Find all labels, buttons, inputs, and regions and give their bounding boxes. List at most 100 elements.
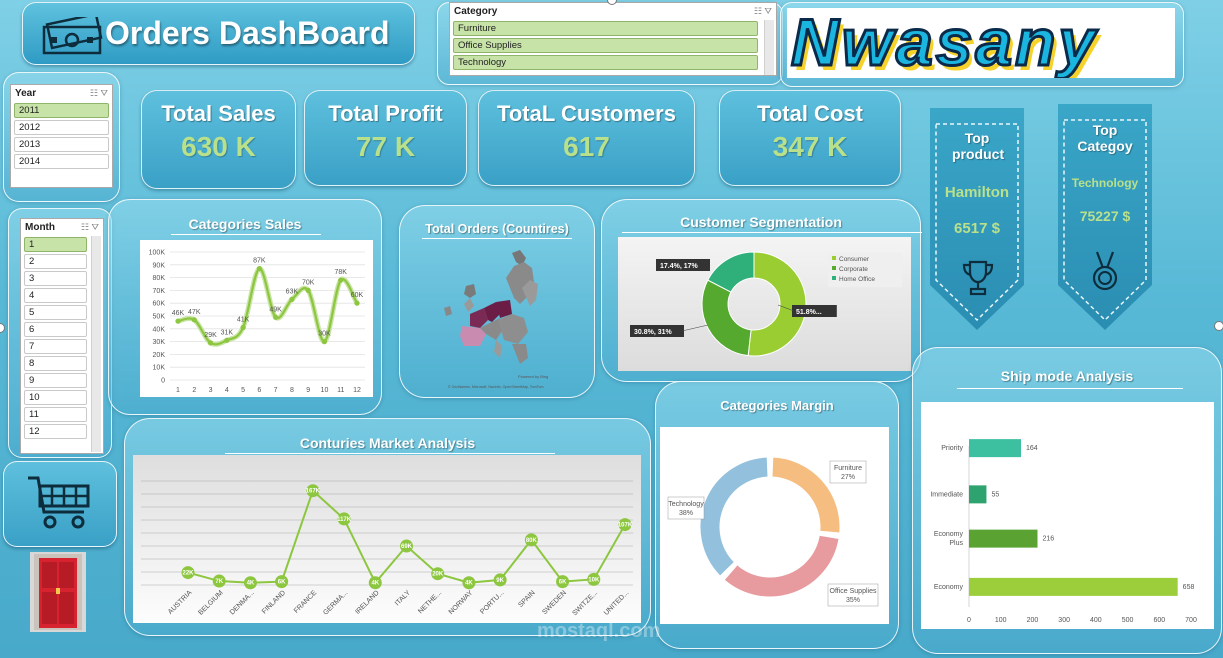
data-label: 47K xyxy=(188,309,201,316)
y-tick-label: 50K xyxy=(153,314,166,321)
slicer-item-2014[interactable]: 2014 xyxy=(14,154,109,169)
x-tick-label: BELGIUM xyxy=(197,589,224,616)
data-label: 49K xyxy=(269,306,282,313)
filter-clear-icon[interactable]: ☷ ⛛ xyxy=(89,87,108,98)
data-label: 35% xyxy=(846,597,860,604)
slicer-item-month-12[interactable]: 12 xyxy=(24,424,87,439)
data-point xyxy=(175,318,181,324)
europe-map: Powered by Bing © GeoNames, Microsoft, N… xyxy=(444,250,548,389)
data-label-bg xyxy=(656,259,710,271)
slicer-item-month-8[interactable]: 8 xyxy=(24,356,87,371)
kpi-value: 617 xyxy=(563,131,610,162)
x-tick-label: 5 xyxy=(241,387,245,394)
chart-title: Total Orders (Countires) xyxy=(425,222,569,236)
slicer-item-2011[interactable]: 2011 xyxy=(14,103,109,118)
x-tick-label: FINLAND xyxy=(261,589,287,615)
category-slicer: Category ☷ ⛛ Furniture Office Supplies Te… xyxy=(449,2,777,76)
x-tick-label: 1 xyxy=(176,387,180,394)
x-tick-label: 500 xyxy=(1122,617,1134,624)
filter-clear-icon[interactable]: ☷ ⛛ xyxy=(80,221,99,232)
x-tick-label: 2 xyxy=(192,387,196,394)
filter-clear-icon[interactable]: ☷ ⛛ xyxy=(753,5,772,16)
slicer-item-month-6[interactable]: 6 xyxy=(24,322,87,337)
data-label: 4K xyxy=(247,581,255,587)
y-tick-label: 90K xyxy=(153,262,166,269)
slicer-item-office-supplies[interactable]: Office Supplies xyxy=(453,38,758,53)
slicer-item-month-11[interactable]: 11 xyxy=(24,407,87,422)
data-label: 10K xyxy=(588,577,600,583)
x-tick-label: 11 xyxy=(337,387,344,394)
data-point xyxy=(212,574,226,588)
kpi-total-cost: Total Cost 347 K xyxy=(719,90,901,186)
data-label: 41K xyxy=(237,317,250,324)
legend-entry: Consumer xyxy=(839,256,870,263)
data-label: 17.4%, 17% xyxy=(660,263,699,270)
data-label: 6K xyxy=(278,580,286,586)
map-credit-label: © GeoNames, Microsoft, Navinfo, OpenStre… xyxy=(448,385,543,389)
chart-title: Categories Sales xyxy=(188,216,302,232)
slicer-item-technology[interactable]: Technology xyxy=(453,55,758,70)
data-point xyxy=(431,567,445,581)
logo: Nwasany xyxy=(787,8,1175,78)
slicer-item-2013[interactable]: 2013 xyxy=(14,137,109,152)
legend-entry: Home Office xyxy=(839,276,875,283)
slicer-item-2012[interactable]: 2012 xyxy=(14,120,109,135)
exit-door-icon[interactable] xyxy=(30,552,86,632)
kpi-label: Total Sales xyxy=(161,101,276,126)
data-label: 216 xyxy=(1043,536,1055,543)
data-point xyxy=(224,337,230,343)
slicer-item-furniture[interactable]: Furniture xyxy=(453,21,758,36)
countries-market-chart: 22K AUSTRIA 7K BELGIUM 4K DENMA... 6K FINLAND 16… xyxy=(141,480,633,617)
slicer-item-month-4[interactable]: 4 xyxy=(24,288,87,303)
slicer-item-month-3[interactable]: 3 xyxy=(24,271,87,286)
kpi-label: Total Cost xyxy=(757,101,863,126)
data-label: 27% xyxy=(841,474,855,481)
month-slicer-header: Month xyxy=(25,221,55,233)
x-tick-label: GERMA... xyxy=(322,589,349,616)
resize-handle[interactable] xyxy=(0,323,5,333)
x-tick-label: 9 xyxy=(306,387,310,394)
data-label: 4K xyxy=(465,581,473,587)
slicer-scrollbar[interactable] xyxy=(764,20,774,75)
slicer-item-month-7[interactable]: 7 xyxy=(24,339,87,354)
legend-swatch xyxy=(832,266,836,270)
x-tick-label: 3 xyxy=(209,387,213,394)
kpi-value: 630 K xyxy=(181,131,256,162)
slicer-item-month-1[interactable]: 1 xyxy=(24,237,87,252)
bar-immediate xyxy=(969,485,987,504)
top-product-ribbon: Top product Hamilton 6517 $ xyxy=(930,100,1024,332)
month-scrollbar[interactable] xyxy=(91,236,101,452)
y-tick-label: 10K xyxy=(153,365,166,372)
data-point xyxy=(306,484,320,498)
data-point xyxy=(556,575,570,589)
category-label: Technology xyxy=(668,501,704,508)
x-tick-label: NETHE... xyxy=(417,589,443,615)
categories-sales-plot: 0 10K 20K 30K 40K 50K 60K 70K 80K 90K 100K 1 2 3 4 5 6 7 8… xyxy=(140,240,373,397)
data-label: 107K xyxy=(618,523,633,529)
x-tick-label: SWITZE... xyxy=(571,589,599,617)
slicer-item-month-2[interactable]: 2 xyxy=(24,254,87,269)
slice-office-supplies xyxy=(723,534,840,598)
x-tick-label: 8 xyxy=(290,387,294,394)
slice-corporate xyxy=(701,279,752,357)
cart-button[interactable] xyxy=(3,461,117,547)
data-label: 167K xyxy=(306,489,321,495)
slicer-item-month-9[interactable]: 9 xyxy=(24,373,87,388)
resize-handle[interactable] xyxy=(1214,321,1223,331)
slicer-item-month-5[interactable]: 5 xyxy=(24,305,87,320)
x-tick-label: PORTU... xyxy=(479,589,505,615)
data-point xyxy=(337,512,351,526)
top-product-label: Top product xyxy=(952,130,1005,162)
data-point xyxy=(587,572,601,586)
kpi-total-sales: Total Sales 630 K xyxy=(141,90,296,189)
slicer-item-month-10[interactable]: 10 xyxy=(24,390,87,405)
x-tick-label: DENMA... xyxy=(229,589,256,616)
x-tick-label: 100 xyxy=(995,617,1007,624)
page-title: Orders DashBoard xyxy=(105,15,390,51)
kpi-label: TotaL Customers xyxy=(497,101,676,126)
x-tick-label: 700 xyxy=(1185,617,1197,624)
data-label: 55 xyxy=(991,491,999,498)
data-label: 117K xyxy=(337,517,352,523)
kpi-total-customers: TotaL Customers 617 xyxy=(478,90,695,186)
